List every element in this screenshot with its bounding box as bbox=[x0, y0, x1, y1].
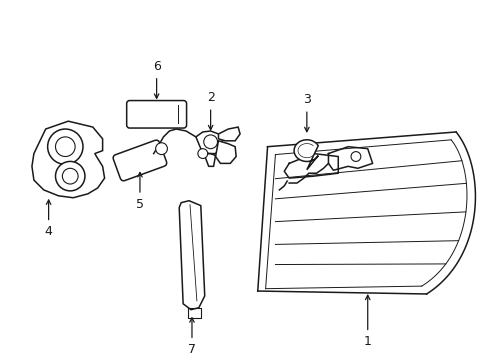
Polygon shape bbox=[196, 131, 222, 154]
Circle shape bbox=[203, 135, 217, 149]
Text: 5: 5 bbox=[136, 172, 143, 211]
Circle shape bbox=[155, 143, 167, 154]
Polygon shape bbox=[215, 141, 236, 163]
Circle shape bbox=[62, 168, 78, 184]
Text: 4: 4 bbox=[44, 200, 52, 238]
Polygon shape bbox=[218, 127, 240, 141]
Polygon shape bbox=[293, 140, 318, 170]
Circle shape bbox=[198, 149, 207, 158]
Text: 3: 3 bbox=[302, 94, 310, 132]
Circle shape bbox=[47, 129, 83, 165]
Circle shape bbox=[55, 161, 85, 191]
Circle shape bbox=[350, 152, 360, 161]
Text: 1: 1 bbox=[363, 295, 371, 348]
Circle shape bbox=[55, 137, 75, 157]
Text: 7: 7 bbox=[187, 318, 196, 356]
Polygon shape bbox=[32, 121, 104, 198]
FancyBboxPatch shape bbox=[113, 140, 166, 181]
Text: 6: 6 bbox=[152, 60, 160, 98]
Polygon shape bbox=[179, 201, 204, 310]
FancyBboxPatch shape bbox=[126, 100, 186, 128]
Text: 2: 2 bbox=[206, 91, 214, 130]
